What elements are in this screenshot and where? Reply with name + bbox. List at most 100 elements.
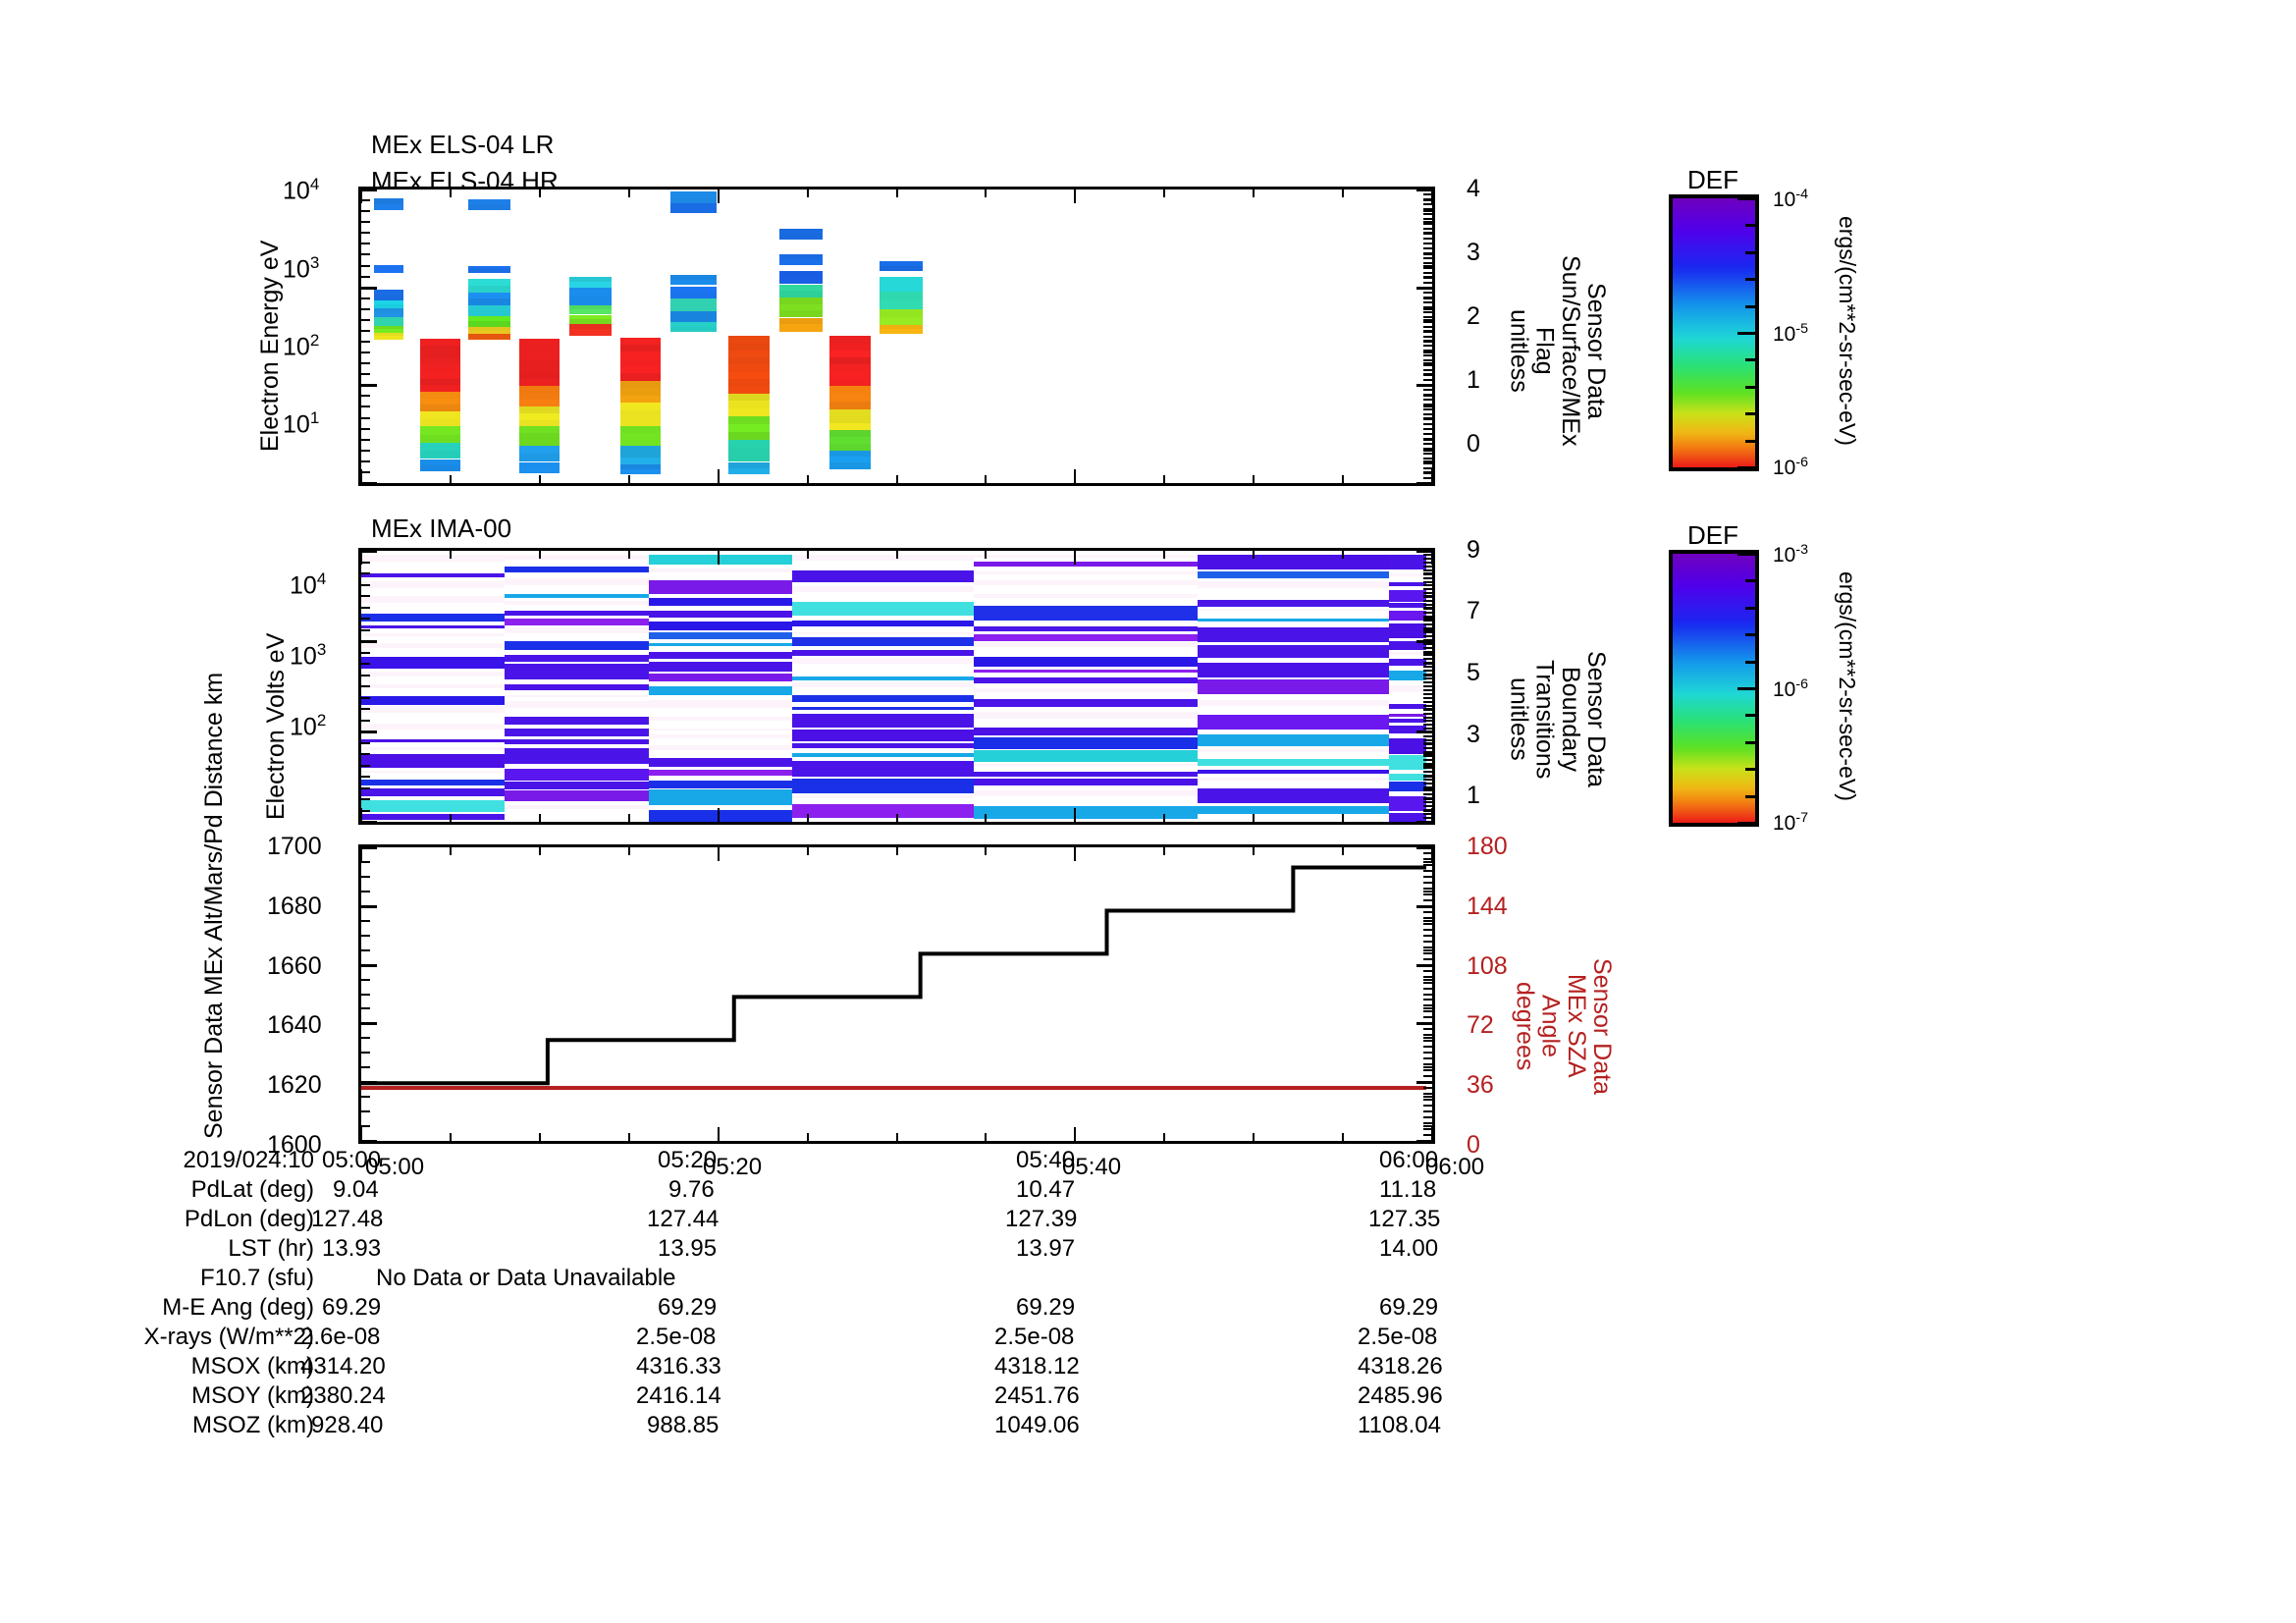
colorbar-tick: [1737, 553, 1755, 556]
ytick-minor-right: [1423, 847, 1432, 848]
ytick-left: [361, 730, 377, 733]
ima-energy-band: [1197, 679, 1390, 695]
ytick-minor-right: [1423, 753, 1432, 755]
info-cell: 2451.76: [994, 1382, 1080, 1409]
xtick-top: [449, 847, 452, 855]
ima-energy-band: [1389, 713, 1426, 718]
energy-bin: [728, 343, 770, 352]
ytick-minor-left: [361, 595, 370, 597]
ytick-minor-right: [1423, 443, 1432, 446]
ytick-minor-right: [1423, 688, 1432, 691]
energy-bin: [518, 385, 560, 394]
ima-energy-band: [505, 716, 649, 725]
energy-bin: [829, 364, 871, 373]
energy-bin: [619, 452, 661, 459]
ytick-minor-right: [1423, 685, 1432, 687]
panel2-right-tick-3: 3: [1467, 721, 1480, 748]
panel2-ytick-1e4: 104: [290, 569, 327, 600]
energy-bin: [619, 358, 661, 367]
energy-bin: [728, 401, 770, 409]
energy-bin: [518, 467, 560, 473]
energy-bin: [518, 358, 560, 366]
xtick-bottom: [627, 475, 630, 483]
panel1-right-tick-4: 4: [1467, 175, 1480, 202]
info-cell: 928.40: [311, 1412, 384, 1438]
ytick-minor-right: [1423, 253, 1432, 256]
info-cell: 2485.96: [1358, 1382, 1443, 1409]
ytick-minor-left: [361, 674, 370, 676]
colorbar1-bottom-label: 10-6: [1773, 455, 1809, 479]
ytick-minor-right: [1423, 758, 1432, 761]
xtick-top: [1163, 847, 1166, 855]
ytick-minor-left: [361, 1125, 370, 1128]
ima-gap-band: [505, 805, 649, 809]
ytick-minor-right: [1423, 1063, 1432, 1066]
ytick-minor-left: [361, 362, 370, 365]
ytick-minor-left: [361, 199, 370, 202]
ytick-minor-right: [1423, 310, 1432, 313]
ytick-minor-right: [1423, 482, 1432, 483]
ytick-minor-right: [1423, 940, 1432, 943]
ima-energy-band: [1389, 796, 1426, 812]
ytick-minor-right: [1423, 281, 1432, 284]
energy-bin: [880, 260, 923, 267]
ima-energy-band: [1197, 759, 1390, 767]
energy-bin: [467, 199, 510, 205]
spectrogram-column: [669, 189, 718, 483]
colorbar1-mid-label: 10-5: [1773, 321, 1809, 346]
ytick-minor-left: [361, 1037, 370, 1040]
energy-bin: [728, 371, 770, 380]
ima-energy-band: [1389, 704, 1426, 710]
ytick-minor-right: [1423, 638, 1432, 641]
energy-bin: [467, 321, 510, 327]
colorbar-tick: [1737, 822, 1755, 825]
energy-bin: [728, 432, 770, 441]
ima-energy-band: [505, 790, 649, 801]
ytick-minor-left: [361, 618, 370, 620]
ytick-minor-right: [1423, 462, 1432, 465]
ima-energy-band: [1197, 714, 1390, 730]
energy-bin: [419, 459, 460, 466]
ytick-minor-right: [1423, 557, 1432, 560]
ytick-minor-left: [361, 583, 370, 586]
info-cell: 69.29: [658, 1294, 718, 1321]
xtick-bottom: [1342, 1133, 1345, 1141]
energy-bin: [779, 310, 823, 318]
panel3-right-tick-180: 180: [1467, 833, 1508, 860]
energy-bin: [518, 413, 560, 421]
energy-bin: [374, 329, 404, 334]
ytick-minor-right: [1423, 1075, 1432, 1078]
ytick-minor-left: [361, 719, 370, 722]
ytick-minor-left: [361, 1052, 370, 1055]
ima-energy-band: [361, 625, 506, 629]
ima-energy-band: [1197, 805, 1390, 815]
ima-block: [1197, 551, 1390, 822]
spectrogram-column: [880, 189, 923, 483]
ytick-minor-right: [1423, 739, 1432, 742]
energy-bin: [728, 378, 770, 387]
panel1-ytick-1e3: 103: [283, 253, 320, 284]
info-cell: No Data or Data Unavailable: [376, 1265, 676, 1291]
ytick-minor-right: [1423, 805, 1432, 808]
xtick-top: [627, 847, 630, 855]
ytick-minor-right: [1423, 1122, 1432, 1125]
ima-energy-band: [973, 727, 1198, 735]
ytick-minor-right: [1423, 712, 1432, 715]
ima-energy-band: [973, 677, 1198, 684]
ima-energy-band: [973, 606, 1198, 622]
ytick-minor-right: [1423, 716, 1432, 719]
energy-bin: [568, 318, 612, 324]
xtick-top: [985, 189, 988, 197]
energy-bin: [467, 334, 510, 338]
ytick-minor-left: [361, 786, 370, 789]
energy-bin: [728, 408, 770, 417]
ima-gap-band: [648, 734, 793, 738]
energy-bin: [779, 277, 823, 285]
ytick-minor-right: [1423, 708, 1432, 711]
info-row-label: PdLon (deg): [184, 1206, 314, 1232]
ytick-minor-right: [1423, 300, 1432, 303]
ytick-minor-right: [1423, 600, 1432, 603]
colorbar-tick: [1745, 439, 1755, 443]
energy-bin: [419, 434, 460, 444]
ytick-minor-left: [361, 329, 370, 332]
